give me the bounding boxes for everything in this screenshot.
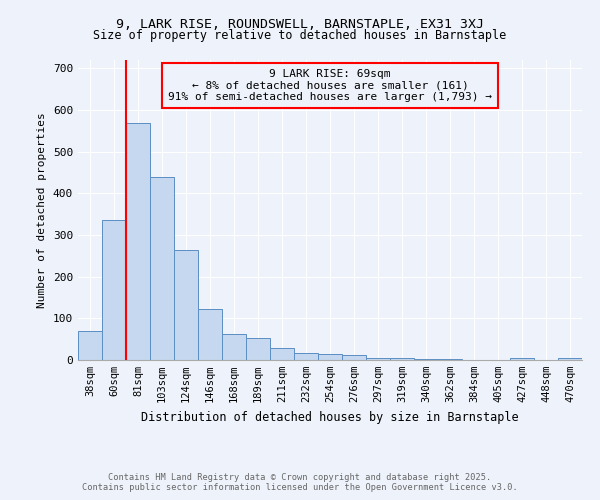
Bar	[342, 354, 366, 360]
Bar	[438, 359, 462, 360]
Text: 9, LARK RISE, ROUNDSWELL, BARNSTAPLE, EX31 3XJ: 9, LARK RISE, ROUNDSWELL, BARNSTAPLE, EX…	[116, 18, 484, 30]
Bar	[126, 122, 150, 360]
Bar	[390, 358, 414, 360]
Bar	[150, 176, 174, 360]
Bar	[318, 354, 342, 360]
Bar	[174, 250, 198, 360]
Bar	[510, 358, 534, 360]
Bar	[414, 359, 438, 360]
Bar	[366, 358, 390, 360]
Bar	[270, 348, 294, 360]
Bar	[246, 338, 270, 360]
Y-axis label: Number of detached properties: Number of detached properties	[37, 112, 47, 308]
X-axis label: Distribution of detached houses by size in Barnstaple: Distribution of detached houses by size …	[141, 410, 519, 424]
Text: Size of property relative to detached houses in Barnstaple: Size of property relative to detached ho…	[94, 29, 506, 42]
Text: Contains HM Land Registry data © Crown copyright and database right 2025.
Contai: Contains HM Land Registry data © Crown c…	[82, 473, 518, 492]
Bar	[198, 309, 222, 360]
Bar	[294, 353, 318, 360]
Bar	[102, 220, 126, 360]
Text: 9 LARK RISE: 69sqm
← 8% of detached houses are smaller (161)
91% of semi-detache: 9 LARK RISE: 69sqm ← 8% of detached hous…	[168, 69, 492, 102]
Bar	[78, 331, 102, 360]
Bar	[558, 358, 582, 360]
Bar	[222, 334, 246, 360]
